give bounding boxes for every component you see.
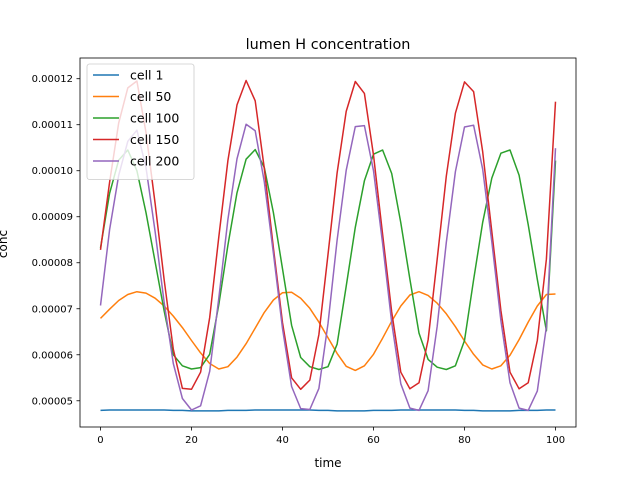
y-tick-label: 0.00009: [32, 212, 73, 223]
y-tick-label: 0.00011: [32, 120, 73, 131]
series-line-2: [99, 290, 556, 372]
x-tick-label: 60: [367, 435, 380, 446]
legend-box: [86, 63, 195, 180]
x-tick-label: 20: [185, 435, 198, 446]
chart-title: lumen H concentration: [246, 37, 411, 53]
series-line-5: [99, 123, 557, 412]
axes: 0 20 40 60 80 100 0.00005 0.00006 0.00007 0.00008…: [32, 57, 577, 446]
y-tick-label: 0.00010: [32, 166, 73, 177]
legend-label-5: cell 200: [130, 154, 179, 169]
legend-label-1: cell 1: [130, 68, 163, 83]
plot-frame: [79, 57, 577, 428]
y-tick-label: 0.00012: [32, 74, 73, 85]
y-tick-label: 0.00007: [32, 304, 73, 315]
series-line-3: [99, 148, 557, 371]
legend-label-4: cell 150: [130, 132, 179, 147]
x-tick-label: 40: [276, 435, 289, 446]
y-axis-label: conc: [0, 230, 10, 258]
y-tick-label: 0.00006: [32, 350, 73, 361]
legend-label-2: cell 50: [130, 89, 171, 104]
y-tick-label: 0.00008: [32, 258, 73, 269]
series-line-4: [99, 79, 557, 391]
series-line-1: [100, 409, 556, 412]
legend: cell 1 cell 50 cell 100 cell 150 cell 200: [86, 63, 195, 180]
x-axis-label: time: [314, 456, 341, 470]
x-tick-label: 80: [458, 435, 471, 446]
legend-label-3: cell 100: [130, 111, 179, 126]
x-tick-label: 100: [546, 435, 565, 446]
x-tick-label: 0: [97, 435, 103, 446]
y-tick-label: 0.00005: [32, 396, 73, 407]
series-layer: [99, 79, 557, 412]
